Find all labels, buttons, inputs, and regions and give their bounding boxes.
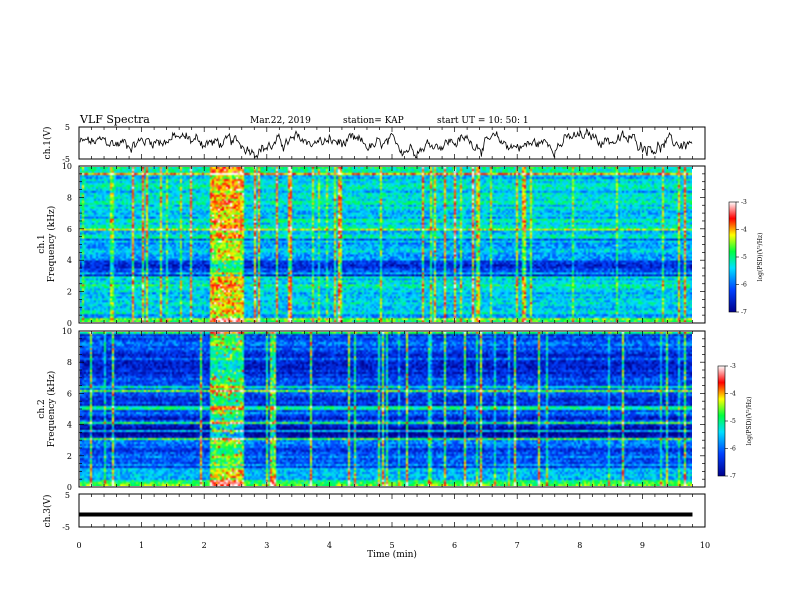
freq-tick-label: 8 <box>67 358 72 367</box>
time-tick-label: 7 <box>515 541 520 550</box>
colorbar-tick-label: -4 <box>741 227 747 234</box>
freq-tick-label: 2 <box>67 452 72 461</box>
colorbar-tick-label: -3 <box>730 363 736 370</box>
ch3-waveform-panel: 5 -5 ch.3(V) <box>42 491 706 532</box>
colorbar-tick-label: -7 <box>741 309 747 316</box>
ch2-colorbar-label: log(PSD)(V²/Hz) <box>746 397 753 446</box>
time-tick-label: 9 <box>640 541 645 550</box>
time-tick-label: 8 <box>577 541 582 550</box>
freq-tick-label: 10 <box>62 162 72 171</box>
freq-tick-label: 10 <box>62 327 72 336</box>
ch1-waveform-frame <box>78 126 706 160</box>
time-tick-label: 1 <box>139 541 144 550</box>
freq-tick-label: 6 <box>67 389 72 398</box>
time-tick-label: 10 <box>700 541 710 550</box>
time-tick-label: 6 <box>452 541 457 550</box>
ch1-waveform-series <box>79 127 693 159</box>
header-station: station= KAP <box>343 116 404 126</box>
time-axis-label: Time (min) <box>367 549 417 560</box>
freq-tick-label: 0 <box>67 319 72 328</box>
ch3-ytick-bottom: -5 <box>62 523 70 532</box>
time-axis-tick-labels: 0 1 2 3 4 5 6 7 8 9 10 <box>76 541 710 550</box>
freq-tick-label: 6 <box>67 225 72 234</box>
ch2-spectrogram-ticks <box>78 330 706 488</box>
ch2-spectrogram-panel: 0 2 4 6 8 10 ch.2 Frequency (kHz) <box>37 327 706 492</box>
ch2-spectrogram-ylabel: ch.2 <box>37 399 47 418</box>
ch1-colorbar-label: log(PSD)(V²/Hz) <box>757 233 764 282</box>
ch1-spectrogram-image <box>80 167 692 322</box>
ch2-colorbar-ticks: -3 -4 -5 -6 -7 <box>725 363 736 480</box>
ch2-freq-tick-labels: 0 2 4 6 8 10 <box>62 327 72 492</box>
colorbar-tick-label: -4 <box>730 391 736 398</box>
time-tick-label: 5 <box>389 541 394 550</box>
ch1-frequency-axis-label: Frequency (kHz) <box>46 206 57 283</box>
ch3-waveform-ylabel: ch.3(V) <box>42 495 53 528</box>
ch3-waveform-frame <box>78 493 706 528</box>
figure-title: VLF Spectra <box>79 113 150 126</box>
ch1-colorbar: -3 -4 -5 -6 -7 log(PSD)(V²/Hz) <box>728 199 764 316</box>
ch1-colorbar-scale <box>728 201 737 313</box>
time-tick-label: 0 <box>76 541 81 550</box>
ch1-spectrogram-panel: 0 2 4 6 8 10 ch.1 Frequency (kHz) <box>37 162 706 328</box>
freq-tick-label: 4 <box>67 421 72 430</box>
colorbar-tick-label: -6 <box>730 446 736 453</box>
ch1-waveform-ylabel: ch.1(V) <box>42 127 53 160</box>
ch1-ytick-bottom: -5 <box>62 155 70 164</box>
ch1-spectrogram-ylabel: ch.1 <box>37 234 47 253</box>
time-tick-label: 2 <box>202 541 207 550</box>
colorbar-tick-label: -5 <box>741 254 747 261</box>
freq-tick-label: 8 <box>67 193 72 202</box>
ch1-waveform-panel: 5 -5 ch.1(V) <box>42 123 706 164</box>
colorbar-tick-label: -6 <box>741 282 747 289</box>
ch2-spectrogram-image <box>80 332 692 486</box>
time-tick-label: 4 <box>327 541 332 550</box>
freq-tick-label: 2 <box>67 288 72 297</box>
ch1-ytick-top: 5 <box>65 123 70 132</box>
header-date: Mar.22, 2019 <box>250 116 311 126</box>
ch1-freq-tick-labels: 0 2 4 6 8 10 <box>62 162 72 328</box>
ch3-waveform-ticks <box>78 494 706 527</box>
colorbar-tick-label: -3 <box>741 199 747 206</box>
ch2-colorbar-scale <box>717 365 726 477</box>
time-tick-label: 3 <box>264 541 269 550</box>
ch1-colorbar-ticks: -3 -4 -5 -6 -7 <box>736 199 747 316</box>
freq-tick-label: 0 <box>67 483 72 492</box>
freq-tick-label: 4 <box>67 256 72 265</box>
colorbar-tick-label: -7 <box>730 473 736 480</box>
ch2-colorbar: -3 -4 -5 -6 -7 log(PSD)(V²/Hz) <box>717 363 753 480</box>
header-start-time: start UT = 10: 50: 1 <box>437 116 529 126</box>
ch3-ytick-top: 5 <box>65 491 70 500</box>
ch1-waveform-ticks <box>78 127 706 159</box>
colorbar-tick-label: -5 <box>730 418 736 425</box>
ch2-frequency-axis-label: Frequency (kHz) <box>46 371 57 448</box>
ch1-spectrogram-ticks <box>78 165 706 324</box>
